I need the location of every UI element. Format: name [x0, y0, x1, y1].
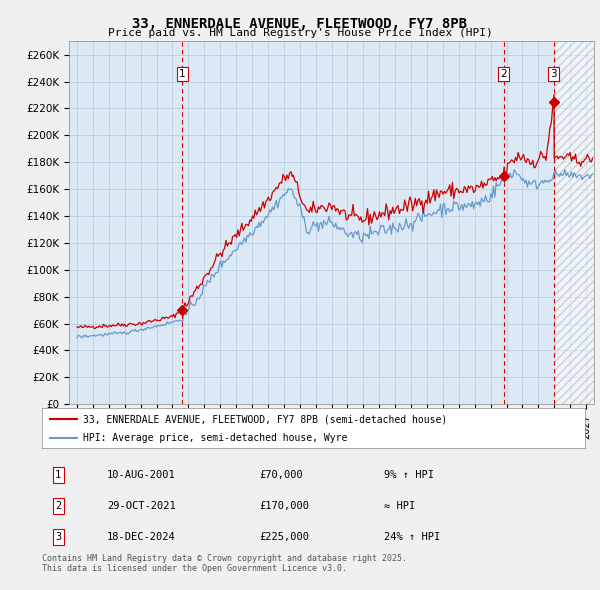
Text: 3: 3	[55, 532, 61, 542]
Text: 1: 1	[55, 470, 61, 480]
Text: 24% ↑ HPI: 24% ↑ HPI	[384, 532, 440, 542]
Text: 1: 1	[179, 69, 185, 79]
Text: Price paid vs. HM Land Registry's House Price Index (HPI): Price paid vs. HM Land Registry's House …	[107, 28, 493, 38]
Text: £70,000: £70,000	[259, 470, 303, 480]
Text: 2: 2	[500, 69, 507, 79]
Text: 33, ENNERDALE AVENUE, FLEETWOOD, FY7 8PB: 33, ENNERDALE AVENUE, FLEETWOOD, FY7 8PB	[133, 17, 467, 31]
Text: 29-OCT-2021: 29-OCT-2021	[107, 501, 176, 511]
Text: 33, ENNERDALE AVENUE, FLEETWOOD, FY7 8PB (semi-detached house): 33, ENNERDALE AVENUE, FLEETWOOD, FY7 8PB…	[83, 414, 447, 424]
Text: 10-AUG-2001: 10-AUG-2001	[107, 470, 176, 480]
Text: HPI: Average price, semi-detached house, Wyre: HPI: Average price, semi-detached house,…	[83, 432, 347, 442]
Text: 9% ↑ HPI: 9% ↑ HPI	[384, 470, 434, 480]
Text: Contains HM Land Registry data © Crown copyright and database right 2025.
This d: Contains HM Land Registry data © Crown c…	[42, 554, 407, 573]
Text: £225,000: £225,000	[259, 532, 309, 542]
Text: £170,000: £170,000	[259, 501, 309, 511]
Text: 2: 2	[55, 501, 61, 511]
Text: 3: 3	[550, 69, 557, 79]
Bar	[554, 41, 594, 404]
Text: 18-DEC-2024: 18-DEC-2024	[107, 532, 176, 542]
Text: ≈ HPI: ≈ HPI	[384, 501, 415, 511]
